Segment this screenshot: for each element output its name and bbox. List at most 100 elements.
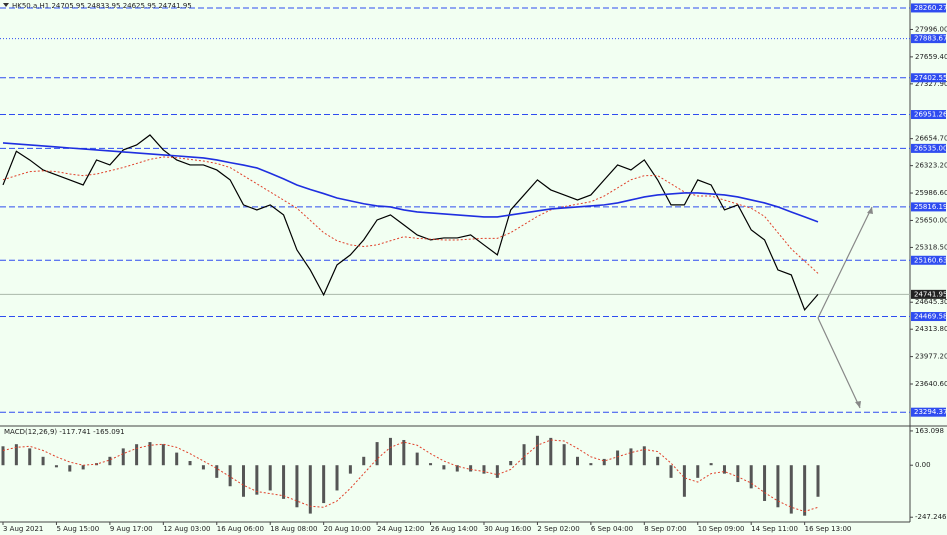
macd-bar xyxy=(268,465,272,491)
macd-bar xyxy=(121,448,125,466)
macd-bar xyxy=(669,465,673,478)
x-tick-label: 20 Aug 10:00 xyxy=(324,525,371,533)
price-series xyxy=(2,156,819,274)
arrow-head xyxy=(855,401,861,408)
x-tick-label: 16 Aug 06:00 xyxy=(217,525,264,533)
level-label-box xyxy=(911,312,946,322)
macd-bar xyxy=(616,450,620,466)
level-label: 26951.26 xyxy=(914,111,947,119)
macd-bar xyxy=(241,465,245,497)
macd-bar xyxy=(201,465,205,470)
x-tick-label: 14 Sep 11:00 xyxy=(751,525,798,533)
macd-bar xyxy=(709,463,713,466)
x-tick-label: 12 Aug 03:00 xyxy=(163,525,210,533)
macd-bar xyxy=(522,444,526,466)
macd-bar xyxy=(135,444,139,466)
macd-y-tick-label: -247.246 xyxy=(915,513,947,521)
macd-bar xyxy=(308,465,312,514)
level-label: 25816.19 xyxy=(914,203,947,211)
macd-bar xyxy=(722,465,726,474)
level-label-box xyxy=(911,255,946,265)
macd-bar xyxy=(255,465,259,495)
level-label-box xyxy=(911,73,946,83)
macd-bar xyxy=(28,448,32,466)
macd-bar xyxy=(282,465,286,499)
price-series xyxy=(2,142,819,223)
level-label-box xyxy=(911,202,946,212)
price-series xyxy=(2,134,819,312)
macd-bar xyxy=(41,456,45,466)
level-label-box xyxy=(911,3,946,13)
macd-bar xyxy=(442,465,446,470)
x-tick-label: 5 Aug 15:00 xyxy=(56,525,99,533)
arrow-head xyxy=(867,207,873,214)
level-label-box xyxy=(911,407,946,417)
y-tick-label: 24645.30 xyxy=(915,298,947,306)
x-tick-label: 18 Aug 08:00 xyxy=(270,525,317,533)
macd-bar xyxy=(749,465,753,489)
level-label: 24469.58 xyxy=(914,313,947,321)
x-tick-label: 9 Aug 17:00 xyxy=(110,525,153,533)
macd-bar xyxy=(362,456,366,466)
x-tick-label: 24 Aug 12:00 xyxy=(377,525,424,533)
menu-icon[interactable] xyxy=(3,3,9,7)
projection-arrow-down xyxy=(817,317,861,409)
macd-bar xyxy=(776,465,780,508)
projection-arrow-up xyxy=(817,206,873,319)
macd-bar xyxy=(388,437,392,466)
y-tick-label: 25986.60 xyxy=(915,189,947,197)
macd-y-tick-label: 163.098 xyxy=(915,427,944,435)
macd-bar xyxy=(642,446,646,466)
macd-bar xyxy=(215,465,219,478)
y-tick-label: 24313.80 xyxy=(915,325,947,333)
last-price-label: 24741.95 xyxy=(914,290,947,298)
macd-bar xyxy=(402,439,406,466)
macd-bar xyxy=(348,465,352,474)
x-tick-label: 10 Sep 09:00 xyxy=(698,525,745,533)
macd-bar xyxy=(322,465,326,504)
x-tick-label: 16 Sep 13:00 xyxy=(805,525,852,533)
x-tick-label: 2 Sep 02:00 xyxy=(537,525,579,533)
y-tick-label: 27996.00 xyxy=(915,25,947,33)
macd-bar xyxy=(415,452,419,466)
macd-bar xyxy=(54,465,58,468)
y-tick-label: 25318.50 xyxy=(915,243,947,251)
macd-bar xyxy=(535,435,539,466)
x-tick-label: 3 Aug 2021 xyxy=(3,525,43,533)
macd-bar xyxy=(108,456,112,466)
macd-bar xyxy=(562,444,566,466)
level-label: 27883.67 xyxy=(914,35,947,43)
macd-bar xyxy=(14,444,18,466)
macd-bar xyxy=(495,465,499,478)
level-label-box xyxy=(911,143,946,153)
macd-bar xyxy=(161,444,165,466)
macd-bar xyxy=(696,465,700,478)
chart-title: HK50.a,H1 24705.95 24833.95 24625.95 247… xyxy=(12,2,192,10)
y-tick-label: 27659.40 xyxy=(915,53,947,61)
x-tick-label: 8 Sep 07:00 xyxy=(644,525,686,533)
macd-bar xyxy=(68,465,72,472)
macd-bar xyxy=(789,465,793,514)
y-tick-label: 23977.20 xyxy=(915,353,947,361)
level-label: 23294.37 xyxy=(914,408,947,416)
macd-bar xyxy=(816,465,820,497)
macd-bar xyxy=(682,465,686,497)
macd-bar xyxy=(228,465,232,487)
macd-bar xyxy=(188,461,192,466)
macd-bar xyxy=(335,465,339,491)
x-tick-label: 30 Aug 16:00 xyxy=(484,525,531,533)
macd-bar xyxy=(429,463,433,466)
y-tick-label: 26654.70 xyxy=(915,135,947,143)
macd-bar xyxy=(629,448,633,466)
macd-bar xyxy=(509,461,513,466)
y-tick-label: 26323.20 xyxy=(915,162,947,170)
macd-bar xyxy=(1,446,5,466)
macd-y-tick-label: 0.00 xyxy=(915,461,931,469)
level-label-box xyxy=(911,110,946,120)
macd-bar xyxy=(469,465,473,472)
macd-bar xyxy=(549,437,553,466)
level-label: 28260.27 xyxy=(914,4,947,12)
macd-bar xyxy=(576,456,580,466)
